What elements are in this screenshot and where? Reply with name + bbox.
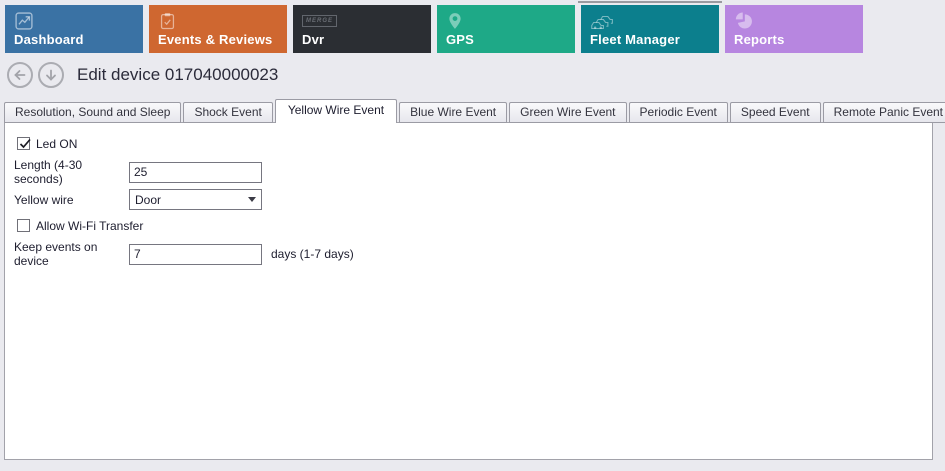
nav-tile-reports[interactable]: Reports [725,5,863,53]
arrow-left-icon [14,70,26,80]
tab-periodic-event[interactable]: Periodic Event [628,102,728,123]
nav-tile-label: Dashboard [14,32,84,47]
map-pin-icon [446,11,464,31]
nav-tile-label: Reports [734,32,785,47]
nav-tile-events-reviews[interactable]: Events & Reviews [149,5,287,53]
wifi-transfer-checkbox[interactable] [17,219,30,232]
chart-line-icon [14,11,34,31]
nav-tile-label: Dvr [302,32,325,47]
down-button[interactable] [38,62,64,88]
length-row: Length (4-30 seconds) [14,158,932,186]
led-on-checkbox[interactable] [17,137,31,150]
nav-tile-dashboard[interactable]: Dashboard [5,5,143,53]
page-header: Edit device 017040000023 [7,61,945,89]
nav-tile-label: GPS [446,32,475,47]
back-button[interactable] [7,62,33,88]
chevron-down-icon [248,197,256,202]
fleet-cars-icon [590,11,616,31]
tab-shock-event[interactable]: Shock Event [183,102,273,123]
tab-green-wire-event[interactable]: Green Wire Event [509,102,627,123]
main-nav: Dashboard Events & Reviews MERGE Dvr GPS [0,0,945,53]
clipboard-check-icon [158,11,177,31]
arrow-down-icon [46,69,56,81]
length-label: Length (4-30 seconds) [14,158,83,186]
merge-badge-icon: MERGE [302,11,338,31]
length-input[interactable] [129,161,262,183]
nav-tile-dvr[interactable]: MERGE Dvr [293,5,431,53]
tab-content-panel: Led ON Length (4-30 seconds) Yellow wire… [4,122,933,460]
yellow-wire-value: Door [135,192,162,207]
nav-tile-label: Events & Reviews [158,32,273,47]
nav-tile-label: Fleet Manager [590,32,681,47]
keep-events-input[interactable] [129,243,262,265]
event-tabs: Resolution, Sound and Sleep Shock Event … [0,99,945,123]
nav-tile-fleet-manager[interactable]: Fleet Manager [578,1,722,53]
tab-yellow-wire-event[interactable]: Yellow Wire Event [274,99,398,123]
tab-speed-event[interactable]: Speed Event [729,102,821,123]
tab-blue-wire-event[interactable]: Blue Wire Event [399,102,508,123]
tab-resolution-sound-sleep[interactable]: Resolution, Sound and Sleep [4,102,182,123]
nav-tile-gps[interactable]: GPS [437,5,575,53]
page-title: Edit device 017040000023 [77,65,279,84]
yellow-wire-dropdown[interactable]: Door [129,189,262,210]
led-on-row: Led ON [17,136,932,151]
keep-events-label: Keep events on device [14,240,98,268]
wifi-transfer-label: Allow Wi-Fi Transfer [36,218,144,233]
keep-events-suffix: days (1-7 days) [271,247,354,261]
wifi-transfer-row: Allow Wi-Fi Transfer [17,218,932,233]
pie-chart-icon [734,11,754,31]
keep-events-row: Keep events on device days (1-7 days) [14,240,932,268]
tab-remote-panic-event[interactable]: Remote Panic Event [822,102,945,123]
led-on-label: Led ON [36,136,78,151]
yellow-wire-label: Yellow wire [14,192,74,207]
yellow-wire-row: Yellow wire Door [14,189,932,210]
